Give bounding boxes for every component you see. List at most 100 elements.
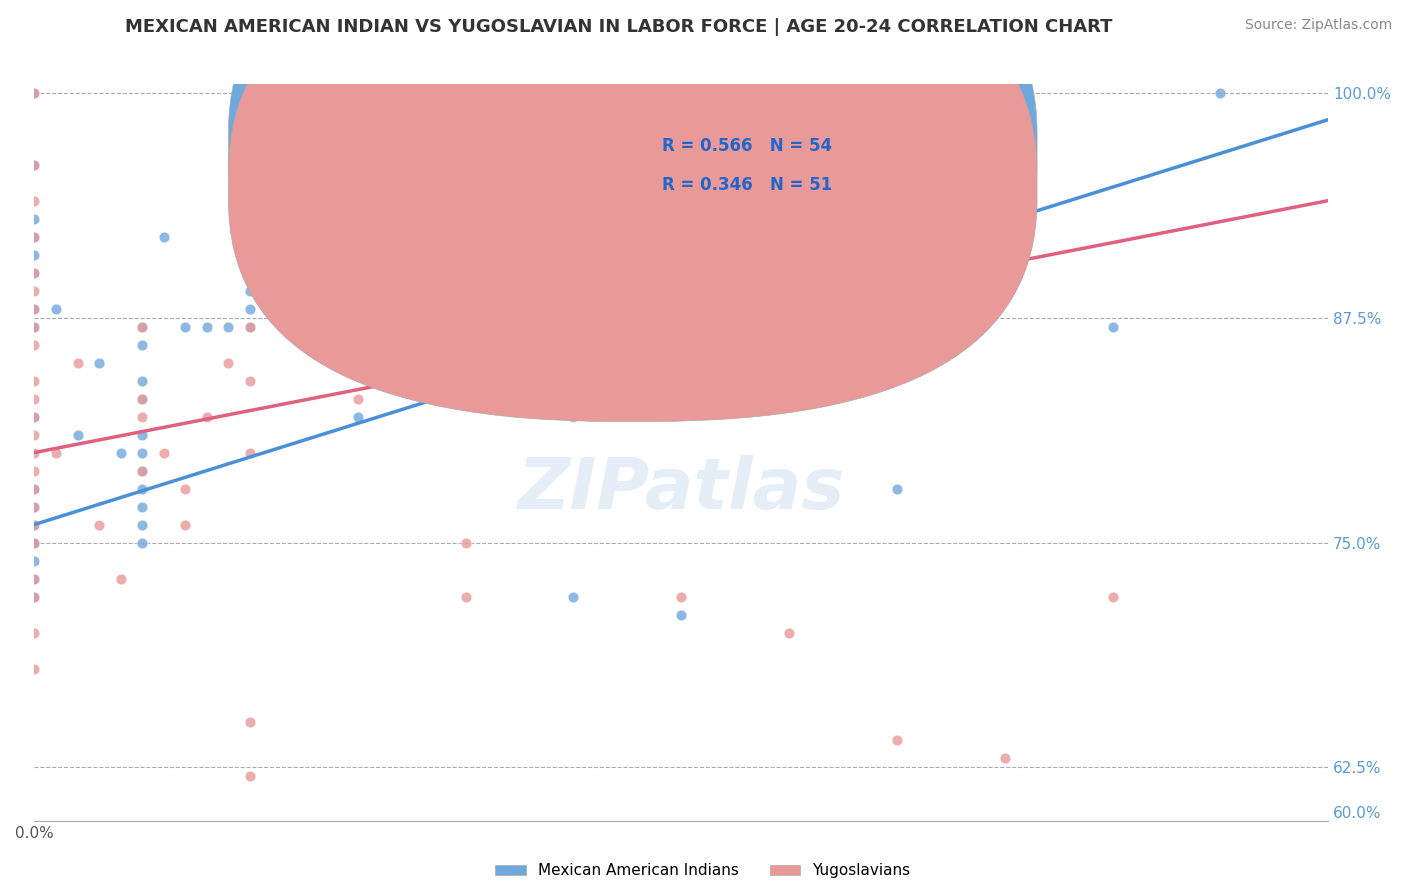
- Point: [22, 535, 45, 549]
- Point: [131, 464, 153, 478]
- Point: [131, 445, 153, 459]
- Point: [281, 86, 304, 100]
- Point: [22, 482, 45, 496]
- Point: [66, 427, 89, 442]
- Point: [778, 625, 800, 640]
- Point: [562, 409, 585, 424]
- Point: [239, 319, 262, 334]
- Point: [22, 535, 45, 549]
- Point: [22, 409, 45, 424]
- Point: [239, 301, 262, 316]
- Point: [22, 590, 45, 604]
- Point: [239, 715, 262, 730]
- Point: [131, 464, 153, 478]
- Point: [131, 319, 153, 334]
- Point: [22, 229, 45, 244]
- Point: [22, 517, 45, 532]
- Point: [22, 500, 45, 514]
- Point: [346, 86, 368, 100]
- Point: [22, 86, 45, 100]
- Point: [22, 301, 45, 316]
- Point: [22, 661, 45, 675]
- Point: [131, 535, 153, 549]
- Point: [239, 284, 262, 298]
- Point: [217, 355, 239, 369]
- Text: ZIPatlas: ZIPatlas: [517, 455, 845, 524]
- Point: [22, 284, 45, 298]
- Point: [131, 517, 153, 532]
- Point: [22, 266, 45, 280]
- Point: [174, 482, 197, 496]
- Point: [304, 86, 326, 100]
- Point: [174, 319, 197, 334]
- Point: [22, 590, 45, 604]
- FancyBboxPatch shape: [591, 113, 927, 224]
- Point: [1209, 86, 1232, 100]
- Point: [66, 355, 89, 369]
- Point: [346, 392, 368, 406]
- Point: [217, 319, 239, 334]
- Point: [239, 374, 262, 388]
- Point: [110, 445, 132, 459]
- Point: [174, 517, 197, 532]
- Point: [22, 482, 45, 496]
- Point: [239, 266, 262, 280]
- Text: MEXICAN AMERICAN INDIAN VS YUGOSLAVIAN IN LABOR FORCE | AGE 20-24 CORRELATION CH: MEXICAN AMERICAN INDIAN VS YUGOSLAVIAN I…: [125, 18, 1112, 36]
- Point: [22, 158, 45, 172]
- Point: [22, 247, 45, 261]
- Point: [346, 409, 368, 424]
- Point: [22, 374, 45, 388]
- Point: [45, 445, 67, 459]
- Point: [22, 535, 45, 549]
- Point: [22, 572, 45, 586]
- Point: [22, 392, 45, 406]
- Point: [1101, 319, 1123, 334]
- Point: [239, 769, 262, 783]
- Point: [45, 301, 67, 316]
- Text: Source: ZipAtlas.com: Source: ZipAtlas.com: [1244, 18, 1392, 32]
- Point: [131, 392, 153, 406]
- Point: [152, 445, 174, 459]
- Point: [260, 158, 283, 172]
- Point: [131, 319, 153, 334]
- Point: [22, 625, 45, 640]
- Text: R = 0.346   N = 51: R = 0.346 N = 51: [662, 177, 832, 194]
- Point: [22, 427, 45, 442]
- Point: [886, 482, 908, 496]
- Point: [22, 517, 45, 532]
- Point: [22, 445, 45, 459]
- Point: [22, 572, 45, 586]
- Point: [778, 355, 800, 369]
- Point: [22, 319, 45, 334]
- Point: [346, 337, 368, 351]
- Point: [454, 535, 477, 549]
- Point: [346, 319, 368, 334]
- Point: [22, 464, 45, 478]
- Point: [1101, 590, 1123, 604]
- Point: [195, 409, 218, 424]
- Point: [22, 409, 45, 424]
- Point: [994, 751, 1017, 765]
- Point: [671, 590, 693, 604]
- FancyBboxPatch shape: [228, 0, 1038, 383]
- Point: [886, 733, 908, 747]
- Point: [22, 301, 45, 316]
- Point: [131, 409, 153, 424]
- Point: [22, 211, 45, 226]
- Text: R = 0.566   N = 54: R = 0.566 N = 54: [662, 137, 832, 155]
- Point: [131, 392, 153, 406]
- Point: [22, 500, 45, 514]
- Point: [239, 445, 262, 459]
- Point: [22, 319, 45, 334]
- Point: [131, 337, 153, 351]
- Point: [994, 86, 1017, 100]
- Point: [22, 266, 45, 280]
- Point: [22, 194, 45, 208]
- Point: [110, 572, 132, 586]
- FancyBboxPatch shape: [228, 0, 1038, 422]
- Point: [562, 590, 585, 604]
- Point: [131, 500, 153, 514]
- Point: [22, 86, 45, 100]
- Point: [152, 229, 174, 244]
- Legend: Mexican American Indians, Yugoslavians: Mexican American Indians, Yugoslavians: [489, 857, 917, 884]
